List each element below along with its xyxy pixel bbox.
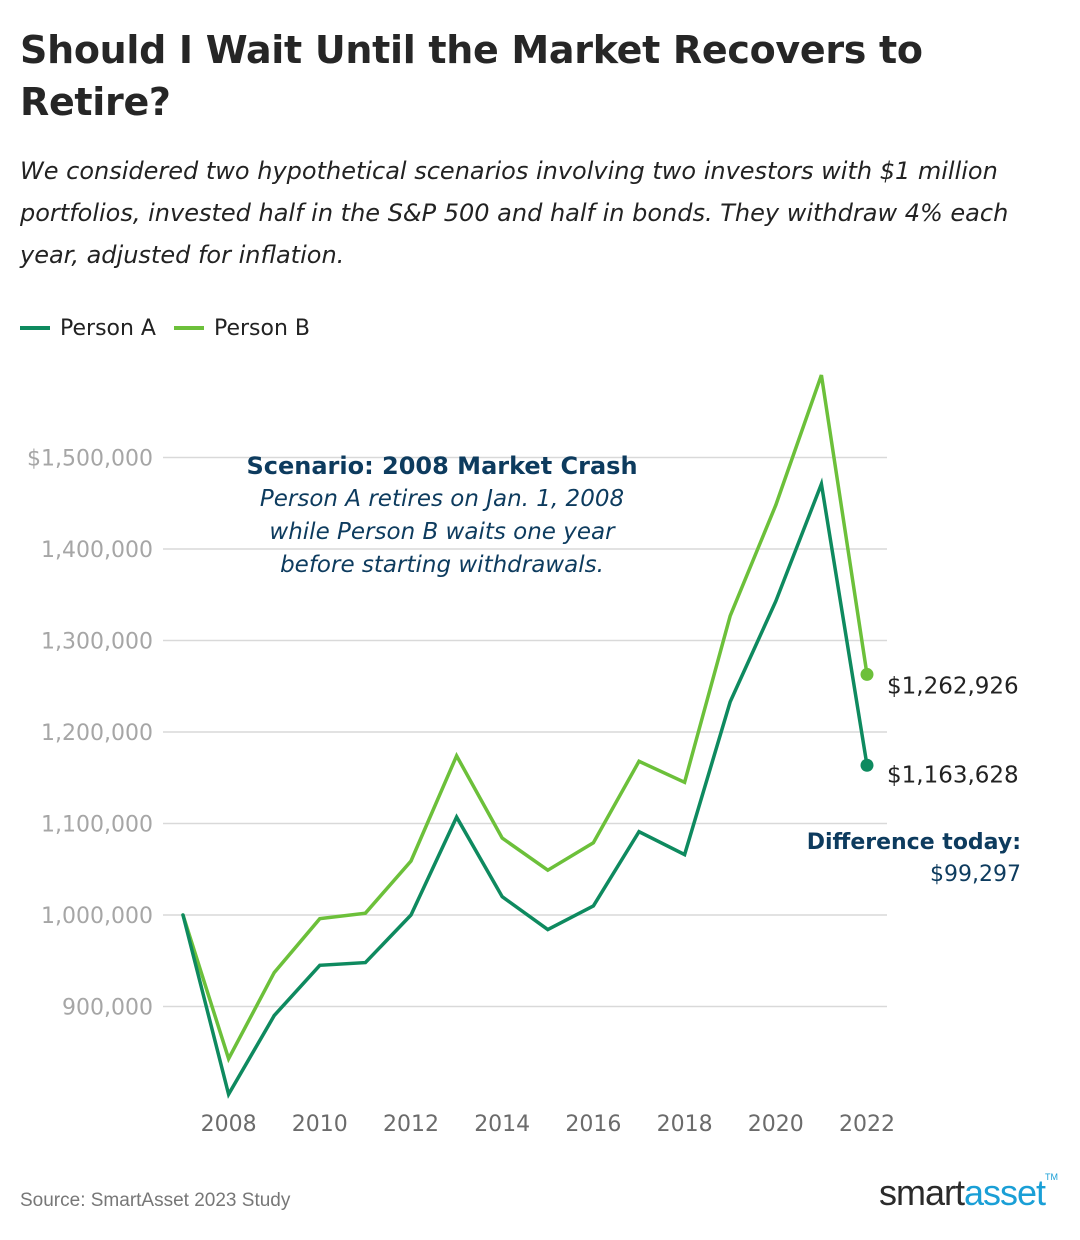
x-tick-label: 2010 [292,1112,348,1137]
difference-value: $99,297 [930,862,1021,887]
y-tick-label: 1,300,000 [41,630,153,655]
logo-smart: smart [878,1172,965,1213]
x-tick-label: 2022 [839,1112,895,1137]
page-subtitle: We considered two hypothetical scenarios… [20,157,1009,269]
end-point-person-b [860,667,874,681]
y-tick-label: 1,200,000 [41,721,153,746]
legend-swatch-person-a [20,326,50,330]
source-note: Source: SmartAsset 2023 Study [20,1190,291,1211]
legend-label-person-b: Person B [213,315,310,341]
y-tick-label: 1,000,000 [41,904,153,929]
annotation-line: while Person B waits one year [269,519,616,545]
y-tick-label: 1,100,000 [41,813,153,838]
y-tick-label: $1,500,000 [27,447,153,472]
legend-item-person-b: Person B [173,315,310,341]
annotation-line: before starting withdrawals. [280,552,604,578]
series-line-person-b [181,374,869,1064]
x-tick-label: 2012 [383,1112,439,1137]
logo-asset: asset [963,1172,1046,1213]
x-tick-label: 2018 [657,1112,713,1137]
series-line-person-a [181,477,869,1099]
legend-label-person-a: Person A [60,315,156,341]
x-tick-label: 2016 [565,1112,621,1137]
page-title: Should I Wait Until the Market Recovers … [20,28,923,124]
x-tick-label: 2008 [201,1112,257,1137]
end-label-person-b: $1,262,926 [887,673,1019,699]
chart-legend: Person A Person B [20,310,328,346]
annotation-title: Scenario: 2008 Market Crash [246,452,637,480]
end-label-person-a: $1,163,628 [887,762,1019,788]
x-tick-label: 2020 [748,1112,804,1137]
end-point-person-a [860,758,874,772]
logo-tm: TM [1045,1172,1058,1182]
legend-swatch-person-b [173,326,204,330]
difference-label: Difference today: [807,830,1021,855]
annotation-line: Person A retires on Jan. 1, 2008 [260,486,624,512]
legend-item-person-a: Person A [20,316,156,341]
x-tick-label: 2014 [474,1112,530,1137]
y-tick-label: 900,000 [62,996,153,1021]
y-tick-label: 1,400,000 [41,538,153,563]
smartasset-logo: smartassetTM [879,1172,1058,1214]
